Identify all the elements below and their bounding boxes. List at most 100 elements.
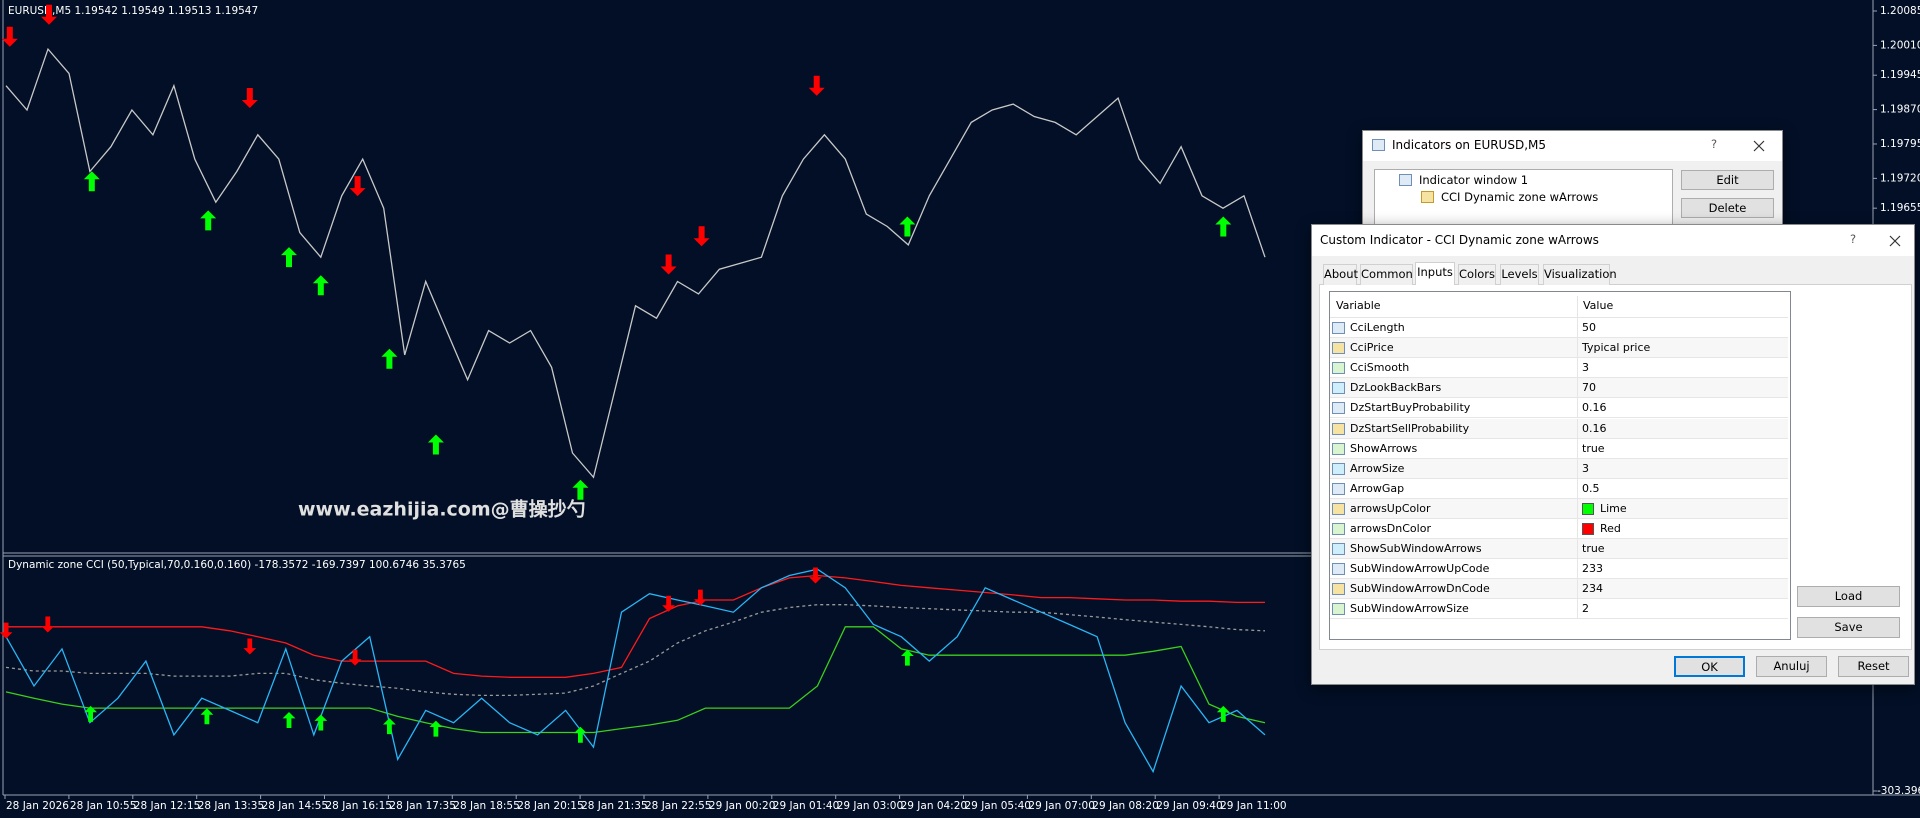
table-row[interactable]: [1330, 338, 1788, 359]
column-divider: [1577, 398, 1578, 419]
dialog-button[interactable]: OK: [1674, 656, 1745, 677]
variable-value[interactable]: 3: [1582, 361, 1589, 375]
table-row[interactable]: [1330, 579, 1788, 600]
variable-name: DzStartBuyProbability: [1350, 401, 1471, 415]
buy-arrow: [281, 247, 297, 268]
watermark: www.eazhijia.com@曹操抄勺: [298, 498, 586, 521]
variable-value[interactable]: 0.16: [1582, 421, 1607, 435]
window-title: Custom Indicator - CCI Dynamic zone wArr…: [1320, 233, 1599, 247]
variable-name: arrowsDnColor: [1350, 522, 1431, 535]
table-row[interactable]: [1330, 378, 1788, 399]
variable-value[interactable]: 50: [1582, 321, 1596, 334]
type-icon: [1332, 362, 1345, 375]
sell-arrow: [41, 4, 57, 25]
dialog-button[interactable]: Reset: [1838, 656, 1909, 677]
side-button[interactable]: Save: [1797, 617, 1900, 638]
table-row[interactable]: [1330, 438, 1788, 459]
help-button[interactable]: ?: [1850, 232, 1857, 246]
tree-item[interactable]: CCI Dynamic zone wArrows: [1441, 190, 1599, 204]
x-tick-label: 28 Jan 10:55: [70, 800, 136, 812]
variable-value[interactable]: Lime: [1600, 501, 1627, 515]
indicator-line: [6, 574, 1265, 678]
column-header[interactable]: Variable: [1336, 299, 1381, 312]
tab[interactable]: Visualization: [1543, 264, 1617, 285]
type-icon: [1332, 502, 1345, 515]
tab[interactable]: Inputs: [1415, 262, 1455, 285]
table-row[interactable]: [1330, 539, 1788, 560]
sell-arrow: [694, 589, 707, 606]
column-divider: [1577, 458, 1578, 479]
type-icon: [1332, 603, 1345, 616]
variable-value[interactable]: 0.5: [1582, 481, 1600, 495]
type-icon: [1332, 543, 1345, 556]
variable-name: DzLookBackBars: [1350, 381, 1442, 395]
variable-value[interactable]: true: [1582, 441, 1605, 455]
column-header[interactable]: Value: [1583, 299, 1614, 312]
close-button[interactable]: [1889, 235, 1901, 247]
edit-button[interactable]: Edit: [1681, 170, 1774, 190]
variable-value[interactable]: 234: [1582, 582, 1603, 596]
type-icon: [1332, 422, 1345, 435]
tab[interactable]: Levels: [1500, 264, 1539, 285]
column-divider: [1577, 358, 1578, 379]
y-tick-label: -303.3961: [1877, 785, 1920, 797]
y-tick-label: 1.19720: [1880, 172, 1920, 184]
column-divider: [1577, 599, 1578, 620]
type-icon: [1332, 563, 1345, 576]
variable-value[interactable]: 0.16: [1582, 401, 1607, 415]
table-row[interactable]: [1330, 318, 1788, 338]
sell-arrow: [349, 176, 366, 197]
close-button[interactable]: [1753, 140, 1765, 152]
y-tick-label: 1.19870: [1880, 104, 1920, 116]
table-row[interactable]: [1330, 559, 1788, 580]
variable-name: ArrowGap: [1350, 481, 1405, 495]
table-row[interactable]: [1330, 519, 1788, 539]
table-row[interactable]: [1330, 498, 1788, 519]
buy-arrow: [1216, 705, 1230, 722]
buy-arrow: [429, 720, 443, 737]
table-row[interactable]: [1330, 418, 1788, 439]
column-divider: [1577, 296, 1578, 317]
help-button[interactable]: ?: [1711, 137, 1718, 151]
table-row[interactable]: [1330, 458, 1788, 479]
column-divider: [1577, 318, 1578, 338]
buy-arrow: [574, 726, 587, 743]
variable-name: ShowArrows: [1350, 441, 1418, 455]
color-swatch: [1582, 502, 1594, 515]
tab[interactable]: Common: [1360, 264, 1413, 285]
sell-arrow: [808, 75, 825, 96]
tab[interactable]: Colors: [1458, 264, 1496, 285]
variable-value[interactable]: Red: [1600, 522, 1621, 535]
type-icon: [1332, 382, 1345, 395]
variable-value[interactable]: 3: [1582, 461, 1589, 475]
buy-arrow: [282, 712, 296, 728]
type-icon: [1332, 523, 1345, 535]
x-tick-label: 28 Jan 13:35: [198, 800, 264, 812]
table-row[interactable]: [1330, 398, 1788, 419]
indicator-line: [5, 568, 1266, 774]
table-row[interactable]: [1330, 478, 1788, 499]
variable-value[interactable]: 2: [1582, 602, 1589, 616]
title-bar: Custom Indicator - CCI Dynamic zone wArr…: [1312, 225, 1914, 256]
table-row[interactable]: [1330, 358, 1788, 379]
buy-arrow: [427, 434, 444, 455]
side-button[interactable]: Load: [1797, 586, 1900, 607]
variable-name: SubWindowArrowSize: [1350, 602, 1469, 616]
tree-icon: [1421, 191, 1434, 203]
tab[interactable]: About: [1323, 264, 1358, 285]
indicator-line: [5, 626, 1266, 734]
x-tick-label: 28 Jan 12:15: [134, 800, 200, 812]
delete-button[interactable]: Delete: [1681, 198, 1774, 218]
x-tick-label: 28 Jan 21:35: [581, 800, 647, 812]
tree-item[interactable]: Indicator window 1: [1419, 173, 1529, 187]
dialog-button[interactable]: Anuluj: [1756, 656, 1827, 677]
table-row[interactable]: [1330, 599, 1788, 620]
variable-value[interactable]: Typical price: [1582, 341, 1651, 355]
x-tick-label: 28 Jan 14:55: [262, 800, 328, 812]
variable-value[interactable]: true: [1582, 542, 1605, 556]
variable-value[interactable]: 233: [1582, 562, 1603, 576]
x-tick-label: 29 Jan 07:00: [1028, 800, 1094, 812]
title-bar: Indicators on EURUSD,M5 ?: [1363, 131, 1782, 161]
variable-value[interactable]: 70: [1582, 381, 1596, 395]
